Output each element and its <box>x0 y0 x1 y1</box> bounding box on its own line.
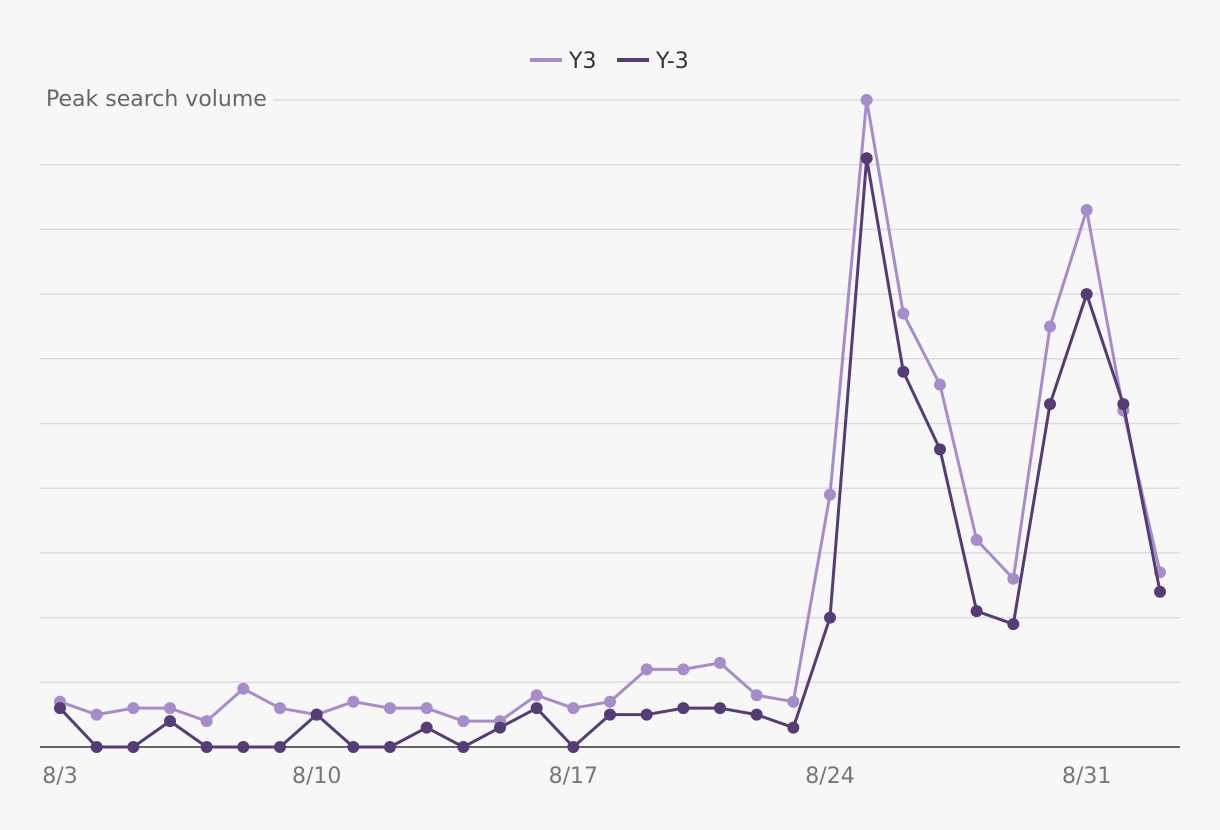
data-point <box>640 708 653 721</box>
data-point <box>200 715 213 728</box>
data-point <box>750 689 763 702</box>
series-2 <box>54 152 1166 753</box>
data-point <box>420 721 433 734</box>
data-point <box>530 689 543 702</box>
data-point <box>1007 572 1020 585</box>
data-point <box>1044 398 1056 411</box>
data-point <box>787 695 800 708</box>
data-point <box>604 695 616 708</box>
legend: Y3 Y-3 <box>530 49 689 74</box>
data-point <box>897 365 910 378</box>
data-point <box>237 682 250 695</box>
data-point <box>384 741 396 753</box>
data-point <box>54 702 66 715</box>
data-point <box>127 702 140 715</box>
gridlines <box>40 99 1180 684</box>
data-point <box>934 443 946 456</box>
x-tick-label: 8/24 <box>805 764 854 789</box>
data-point <box>640 663 653 676</box>
data-point <box>274 741 286 753</box>
legend-item: Y-3 <box>617 49 689 74</box>
x-tick-label: 8/31 <box>1062 764 1111 789</box>
data-point <box>164 715 176 728</box>
data-point <box>1154 585 1166 598</box>
x-axis: 8/3 8/10 8/17 8/24 8/31 <box>40 746 1180 789</box>
data-point <box>897 307 910 320</box>
data-point <box>347 695 360 708</box>
data-point <box>200 741 213 753</box>
legend-item: Y3 <box>530 49 596 74</box>
data-point <box>934 378 946 391</box>
series-line <box>58 156 1162 749</box>
data-point <box>1117 398 1130 411</box>
data-point <box>1080 203 1093 216</box>
data-point <box>567 741 580 753</box>
x-tick-label: 8/3 <box>42 764 77 789</box>
data-point <box>164 702 176 715</box>
series-1 <box>54 94 1166 728</box>
data-point <box>604 708 616 721</box>
data-point <box>714 702 726 715</box>
y-axis-label: Peak search volume <box>46 87 267 112</box>
data-point <box>860 94 873 106</box>
data-point <box>420 702 433 715</box>
data-point <box>1080 288 1093 301</box>
data-point <box>90 741 103 753</box>
data-point <box>970 533 983 546</box>
data-point <box>127 741 140 753</box>
legend-label: Y-3 <box>655 49 689 74</box>
data-point <box>824 611 836 624</box>
data-point <box>824 488 836 501</box>
data-point <box>860 152 873 165</box>
data-point <box>1007 618 1020 631</box>
data-point <box>677 663 690 676</box>
data-point <box>1044 320 1056 333</box>
data-point <box>677 702 690 715</box>
y-axis-label-group: Peak search volume <box>40 85 273 114</box>
x-tick-label: 8/17 <box>549 764 598 789</box>
y-axis-label-background <box>40 85 273 114</box>
data-point <box>274 702 286 715</box>
series-layer <box>54 94 1166 753</box>
data-point <box>750 708 763 721</box>
data-point <box>530 702 543 715</box>
data-point <box>970 605 983 618</box>
data-point <box>237 741 250 753</box>
legend-label: Y3 <box>568 49 596 74</box>
x-tick-label: 8/10 <box>292 764 341 789</box>
data-point <box>787 721 800 734</box>
data-point <box>310 708 323 721</box>
data-point <box>90 708 103 721</box>
data-point <box>457 741 470 753</box>
data-point <box>567 702 580 715</box>
data-point <box>384 702 396 715</box>
data-point <box>494 721 506 734</box>
data-point <box>457 715 470 728</box>
data-point <box>347 741 360 753</box>
series-line <box>59 98 1162 723</box>
data-point <box>714 656 726 669</box>
